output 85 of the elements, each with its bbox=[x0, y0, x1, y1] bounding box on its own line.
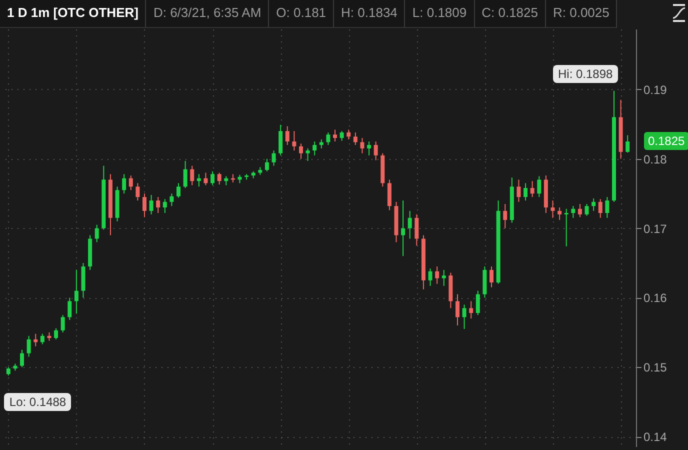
candlestick bbox=[476, 290, 480, 316]
annotation: Hi: 0.1898 bbox=[552, 64, 618, 83]
candlestick bbox=[68, 297, 72, 320]
candlestick bbox=[346, 129, 351, 140]
candlestick bbox=[462, 304, 466, 330]
candlestick bbox=[442, 269, 446, 286]
candlestick bbox=[128, 175, 133, 191]
candlestick bbox=[571, 206, 576, 218]
candlestick bbox=[74, 269, 78, 314]
candlestick bbox=[224, 176, 228, 186]
y-tick-label: 0.14 bbox=[644, 430, 668, 444]
candlestick bbox=[516, 179, 521, 202]
candlestick bbox=[408, 210, 412, 240]
candlestick bbox=[217, 172, 222, 186]
candlestick bbox=[204, 172, 208, 186]
candlestick bbox=[278, 124, 283, 156]
candlestick bbox=[272, 150, 276, 166]
candlestick bbox=[298, 143, 303, 160]
candlestick bbox=[564, 208, 568, 247]
candlestick bbox=[626, 134, 630, 154]
candlestick bbox=[367, 140, 372, 156]
candlestick bbox=[40, 333, 44, 345]
text: H: 0.1834 bbox=[334, 0, 406, 27]
candlestick bbox=[353, 132, 358, 146]
candlestick bbox=[530, 180, 534, 198]
text: O: 0.181 bbox=[269, 0, 334, 27]
candlestick bbox=[401, 200, 406, 257]
candlestick bbox=[340, 130, 344, 142]
candlestick bbox=[333, 129, 338, 142]
candlestick bbox=[524, 182, 528, 202]
text: D: 6/3/21, 6:35 AM bbox=[146, 0, 270, 27]
text: C: 0.1825 bbox=[474, 0, 546, 27]
candlestick bbox=[455, 294, 460, 326]
candlestick bbox=[558, 206, 562, 220]
candlestick bbox=[578, 203, 582, 218]
candlestick bbox=[156, 196, 160, 214]
text: 0.1825 bbox=[644, 132, 688, 150]
candlestick bbox=[162, 198, 167, 214]
candlestick bbox=[190, 165, 194, 186]
candlestick bbox=[94, 224, 99, 243]
candlestick bbox=[605, 196, 610, 218]
candlestick bbox=[54, 328, 58, 340]
candlestick bbox=[428, 268, 432, 286]
candlestick bbox=[136, 182, 140, 202]
candlestick bbox=[490, 266, 494, 288]
y-tick-label: 0.17 bbox=[644, 222, 668, 236]
candlestick bbox=[264, 158, 269, 172]
candlestick bbox=[34, 333, 38, 347]
candlestick bbox=[170, 193, 174, 207]
candlestick bbox=[20, 349, 24, 368]
candlestick bbox=[387, 179, 392, 211]
y-tick-label: 0.15 bbox=[644, 360, 668, 375]
chart-title: 1 D 1m [OTC OTHER] bbox=[0, 0, 146, 27]
y-tick-label: 0.18 bbox=[644, 152, 668, 166]
candlestick bbox=[414, 214, 419, 246]
candlestick bbox=[26, 335, 31, 358]
candlestick bbox=[183, 160, 188, 189]
y-tick-label: 0.16 bbox=[644, 291, 668, 306]
candlestick bbox=[176, 182, 181, 198]
candlestick bbox=[537, 176, 542, 198]
candlestick bbox=[374, 140, 378, 161]
candlestick bbox=[469, 300, 474, 320]
candlestick bbox=[292, 130, 296, 152]
candlestick bbox=[326, 132, 330, 146]
candlestick bbox=[142, 193, 146, 218]
candlestick bbox=[210, 170, 215, 186]
candlestick bbox=[550, 200, 555, 218]
candlestick bbox=[360, 138, 364, 154]
candlestick bbox=[435, 266, 440, 284]
text: L: 0.1809 bbox=[405, 0, 475, 27]
annotation: Lo: 0.1488 bbox=[4, 393, 72, 412]
candlestick bbox=[122, 174, 126, 194]
candlestick bbox=[306, 148, 310, 162]
candlestick bbox=[584, 203, 589, 216]
text: R: 0.0025 bbox=[546, 0, 618, 27]
candlestick bbox=[60, 314, 65, 333]
candlestick bbox=[149, 194, 154, 215]
candlestick bbox=[196, 174, 201, 188]
candlestick bbox=[319, 138, 324, 149]
candlestick bbox=[285, 126, 290, 146]
y-tick-label: 0.19 bbox=[644, 82, 668, 97]
candlestick bbox=[598, 198, 602, 218]
candlestick bbox=[592, 198, 596, 212]
candlestick bbox=[312, 140, 317, 156]
candlestick bbox=[503, 203, 508, 229]
